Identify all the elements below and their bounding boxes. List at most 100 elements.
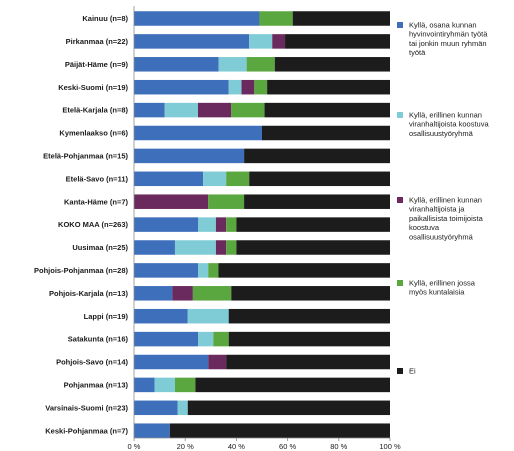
category-label: Pohjois-Karjala (n=13) bbox=[49, 289, 128, 298]
bar-segment-series-1 bbox=[134, 57, 219, 72]
bar-segment-series-4 bbox=[174, 377, 196, 393]
bar-segment-series-4 bbox=[213, 331, 229, 347]
bar-segment-series-5 bbox=[228, 308, 390, 324]
x-tick-label: 80 % bbox=[330, 442, 347, 451]
bar-segment-series-5 bbox=[249, 171, 390, 187]
category-label: Pirkanmaa (n=22) bbox=[66, 37, 129, 46]
bar-segment-series-5 bbox=[267, 79, 390, 95]
bar-segment-series-4 bbox=[226, 217, 237, 232]
bar-segment-series-5 bbox=[274, 57, 390, 72]
x-axis-ticks: 0 % 20 % 40 % 60 % 80 % 100 % bbox=[128, 438, 401, 451]
category-label: Etelä-Pohjanmaa (n=15) bbox=[43, 152, 128, 161]
bar-segment-series-2 bbox=[198, 263, 209, 278]
bar-segment-series-3 bbox=[215, 240, 227, 255]
bar-segment-series-1 bbox=[134, 240, 175, 255]
legend-swatch-series-2 bbox=[397, 112, 403, 118]
bar-segment-series-1 bbox=[134, 171, 204, 187]
bar-segment-series-2 bbox=[198, 217, 216, 232]
category-label: Uusimaa (n=25) bbox=[72, 243, 128, 252]
bar-segment-series-2 bbox=[174, 240, 216, 255]
bar-segment-series-1 bbox=[134, 148, 245, 164]
bar-segment-series-5 bbox=[226, 354, 390, 370]
bar-segment-series-1 bbox=[134, 331, 198, 347]
category-label: Pohjanmaa (n=13) bbox=[64, 381, 129, 390]
bar-segment-series-3 bbox=[215, 217, 227, 232]
legend-swatch-series-3 bbox=[397, 197, 403, 203]
category-label: Kanta-Häme (n=7) bbox=[64, 197, 128, 206]
bar-segment-series-5 bbox=[228, 331, 390, 347]
bar-segment-series-3 bbox=[172, 286, 193, 301]
bar-segment-series-2 bbox=[177, 400, 188, 416]
bar-segment-series-5 bbox=[236, 240, 390, 255]
bar-segment-series-1 bbox=[134, 102, 165, 118]
legend-swatch-series-4 bbox=[397, 280, 403, 286]
bar-segment-series-3 bbox=[272, 34, 286, 49]
x-tick-label: 0 % bbox=[128, 442, 141, 451]
category-label: Keski-Suomi (n=19) bbox=[58, 83, 128, 92]
bar-segment-series-5 bbox=[262, 125, 390, 141]
category-label: Varsinais-Suomi (n=23) bbox=[45, 403, 128, 412]
bar-segment-series-1 bbox=[134, 400, 178, 416]
bar-segment-series-1 bbox=[134, 377, 155, 393]
bar-segment-series-2 bbox=[228, 79, 242, 95]
bar-segment-series-1 bbox=[134, 354, 209, 370]
x-tick-label: 40 % bbox=[228, 442, 245, 451]
legend-swatch-series-1 bbox=[397, 22, 403, 28]
bar-segment-series-4 bbox=[208, 263, 219, 278]
bar-segment-series-2 bbox=[203, 171, 227, 187]
bar-segment-series-1 bbox=[134, 263, 198, 278]
bar-segment-series-5 bbox=[285, 34, 390, 49]
category-label: Pohjois-Pohjanmaa (n=28) bbox=[34, 266, 128, 275]
bar-segment-series-5 bbox=[169, 423, 390, 438]
category-label: Keski-Pohjanmaa (n=7) bbox=[45, 426, 128, 435]
bar-segment-series-5 bbox=[218, 263, 390, 278]
bar-segment-series-1 bbox=[134, 308, 188, 324]
category-label: Lappi (n=19) bbox=[84, 312, 129, 321]
bar-segment-series-1 bbox=[134, 34, 250, 49]
bar-segment-series-1 bbox=[134, 79, 229, 95]
bar-segment-series-4 bbox=[226, 171, 250, 187]
x-tick-label: 20 % bbox=[177, 442, 194, 451]
bar-segment-series-4 bbox=[259, 11, 293, 26]
category-label: KOKO MAA (n=263) bbox=[58, 220, 128, 229]
bar-segment-series-2 bbox=[154, 377, 175, 393]
bar-segment-series-2 bbox=[164, 102, 198, 118]
bar-segment-series-1 bbox=[134, 11, 260, 26]
legend-label-series-1: Kyllä, osana kunnan hyvinvointiryhmän työ… bbox=[409, 21, 488, 58]
legend-label-series-2: Kyllä, erillinen kunnan viranhaltijoista … bbox=[409, 111, 489, 138]
bar-segment-series-4 bbox=[254, 79, 268, 95]
bar-segment-series-5 bbox=[292, 11, 390, 26]
legend: Kyllä, osana kunnan hyvinvointiryhmän työ… bbox=[397, 21, 489, 376]
category-label: Etelä-Karjala (n=8) bbox=[62, 106, 128, 115]
bar-segment-series-3 bbox=[208, 354, 227, 370]
bar-segment-series-5 bbox=[244, 194, 390, 209]
bar-segment-series-4 bbox=[231, 102, 265, 118]
bar-segment-series-2 bbox=[187, 308, 229, 324]
bar-segment-series-3 bbox=[198, 102, 232, 118]
bar-segment-series-3 bbox=[134, 194, 209, 209]
category-label: Satakunta (n=16) bbox=[68, 335, 129, 344]
legend-label-series-4: Kyllä, erillinen jossa myös kuntalaisia bbox=[409, 279, 476, 297]
bar-segment-series-2 bbox=[218, 57, 247, 72]
bar-segment-series-4 bbox=[246, 57, 275, 72]
legend-swatch-series-5 bbox=[397, 368, 403, 374]
category-label: Etelä-Savo (n=11) bbox=[66, 174, 129, 183]
bar-segment-series-5 bbox=[236, 217, 390, 232]
legend-label-series-5: Ei bbox=[409, 367, 416, 376]
bar-segment-series-3 bbox=[241, 79, 255, 95]
x-tick-label: 60 % bbox=[279, 442, 296, 451]
bar-segment-series-5 bbox=[264, 102, 390, 118]
bar-segment-series-5 bbox=[231, 286, 390, 301]
x-tick-label: 100 % bbox=[379, 442, 401, 451]
bar-segment-series-1 bbox=[134, 125, 262, 141]
bars-group bbox=[134, 11, 390, 438]
category-label: Pohjois-Savo (n=14) bbox=[56, 358, 128, 367]
bar-segment-series-4 bbox=[192, 286, 232, 301]
bar-segment-series-2 bbox=[249, 34, 273, 49]
bar-segment-series-2 bbox=[198, 331, 214, 347]
category-label: Päijät-Häme (n=9) bbox=[65, 60, 129, 69]
bar-segment-series-4 bbox=[226, 240, 237, 255]
bar-segment-series-5 bbox=[187, 400, 390, 416]
bar-segment-series-5 bbox=[244, 148, 390, 164]
